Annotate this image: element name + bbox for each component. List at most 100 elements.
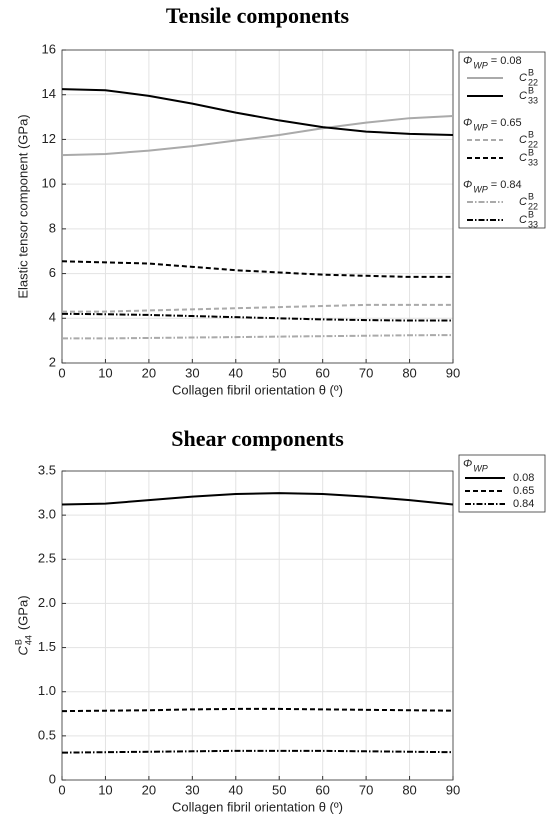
y-tick-label: 3.0 [38,507,56,522]
data-line [61,492,454,506]
symbol: C [519,152,527,164]
rich-label: Φ WP = 0.84 [463,179,522,194]
chart-title: Tensile components [166,3,350,28]
axes-box [61,49,454,364]
x-axis-label: Collagen fibril orientation θ (º) [172,799,343,814]
y-tick-label: 3.5 [38,462,56,477]
subscript: 22 [528,77,538,87]
label-text: = 0.65 [491,117,522,129]
subscript: 22 [528,201,538,211]
x-tick-label: 50 [272,782,286,797]
subscript: 33 [528,157,538,167]
x-tick-label: 0 [58,782,65,797]
y-axis-label-text: Elastic tensor component (GPa) [15,114,30,298]
rich-label: C B33 [519,85,538,105]
y-tick-label: 0 [49,771,56,786]
data-line [61,114,454,157]
superscript: B [528,191,534,201]
subscript: 33 [528,95,538,105]
superscript: B [528,129,534,139]
rich-label: Φ WP = 0.08 [463,55,522,70]
data-line [62,303,453,313]
subscript: WP [473,463,488,473]
subscript: WP [473,184,488,194]
subscript: WP [473,122,488,132]
superscript: B [528,85,534,95]
y-axis-label: Elastic tensor component (GPa) [15,114,30,298]
superscript: B [528,67,534,77]
data-line [61,312,453,322]
rich-label: C B22 [519,67,538,87]
y-tick-label: 1.5 [38,639,56,654]
plot-area [62,471,453,780]
rich-label: C B33 [519,147,538,167]
x-tick-label: 20 [142,782,156,797]
superscript: B [13,639,23,645]
symbol: Φ [463,117,472,129]
rich-label: C B22 [519,191,538,211]
legend-label: 0.08 [513,472,534,484]
subscript: WP [473,60,488,70]
subscript: 22 [528,139,538,149]
y-tick-label: 4 [49,310,56,325]
data-line [61,749,454,754]
data-line [61,260,453,278]
y-tick-label: 2.5 [38,551,56,566]
label-unit: (GPa) [15,595,30,630]
data-line [62,334,454,340]
label-text: = 0.84 [491,179,522,191]
legend-box [458,454,546,513]
label-text: = 0.08 [491,55,522,67]
x-tick-label: 60 [315,782,329,797]
y-axis-label: CB 44 (GPa) [13,595,33,655]
symbol: C [519,90,527,102]
y-tick-label: 2 [49,354,56,369]
x-tick-label: 90 [446,365,460,380]
symbol: Φ [463,179,472,191]
rich-label: CB 44 (GPa) [13,595,33,655]
x-tick-label: 70 [359,365,373,380]
subscript: 33 [528,219,538,229]
rich-label: C B22 [519,129,538,149]
x-tick-label: 10 [98,365,112,380]
x-tick-label: 40 [229,782,243,797]
symbol: C [519,72,527,84]
chart-title: Shear components [171,426,344,451]
symbol: C [15,646,30,656]
y-tick-label: 8 [49,220,56,235]
y-tick-label: 12 [42,131,56,146]
y-tick-label: 0.5 [38,727,56,742]
axes-box [61,470,454,781]
x-tick-label: 40 [229,365,243,380]
plot-area [62,50,453,363]
x-tick-label: 90 [446,782,460,797]
legend-label: 0.84 [513,498,534,510]
y-tick-label: 14 [42,86,56,101]
symbol: Φ [463,458,472,470]
symbol: C [519,134,527,146]
x-tick-label: 30 [185,782,199,797]
x-axis-label: Collagen fibril orientation θ (º) [172,382,343,397]
x-tick-label: 50 [272,365,286,380]
y-label-rich: CB 44 (GPa) [13,595,33,655]
rich-label: Φ WP [463,458,488,473]
symbol: C [519,214,527,226]
rich-label: Φ WP = 0.65 [463,117,522,132]
y-tick-label: 6 [49,265,56,280]
x-tick-label: 80 [402,782,416,797]
x-tick-label: 80 [402,365,416,380]
y-tick-label: 16 [42,41,56,56]
x-tick-label: 0 [58,365,65,380]
symbol: C [519,196,527,208]
y-tick-label: 1.0 [38,683,56,698]
x-tick-label: 20 [142,365,156,380]
legend-label: 0.65 [513,485,534,497]
superscript: B [528,147,534,157]
data-line [61,88,454,136]
superscript: B [528,209,534,219]
y-tick-label: 2.0 [38,595,56,610]
y-tick-label: 10 [42,176,56,191]
data-line [61,707,454,713]
rich-label: C B33 [519,209,538,229]
